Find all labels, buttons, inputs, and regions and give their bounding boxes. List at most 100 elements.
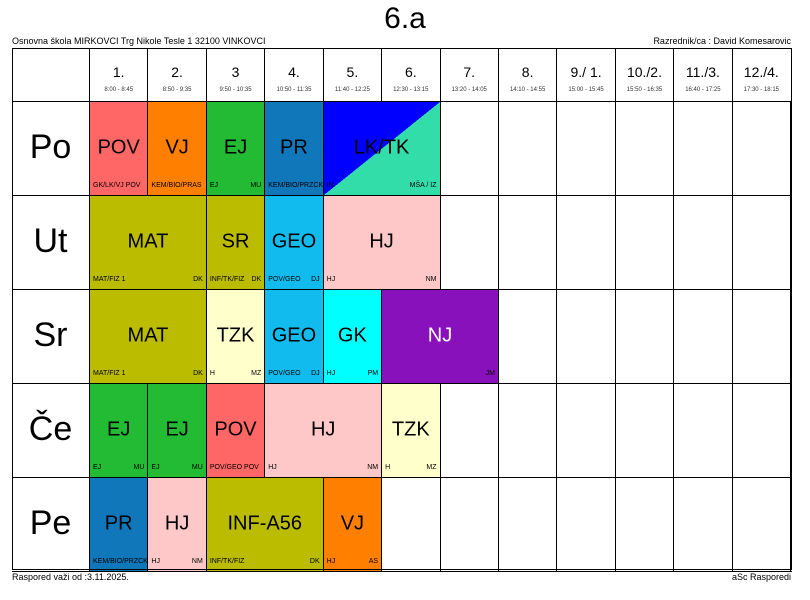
- lesson-cell[interactable]: SR INF/TK/FIZ DK: [205, 195, 266, 290]
- period-number: 1.: [112, 64, 125, 80]
- period-number: 12./4.: [743, 64, 779, 80]
- lesson-cell[interactable]: NJ JM: [381, 289, 499, 384]
- period-header: 10./2. 15:50 - 16:35: [614, 48, 673, 101]
- lesson-classroom: KEM/BIO/PRZCK: [268, 182, 324, 189]
- period-header: 8. 14:10 - 14:55: [497, 48, 556, 101]
- period-number: 2.: [171, 64, 183, 80]
- lesson-subject: LK/TK: [353, 135, 410, 158]
- period-number: 3: [231, 64, 240, 80]
- lesson-cell[interactable]: GEO POV/GEO DJ: [264, 195, 324, 290]
- period-header: 1. 8:00 - 8:45: [89, 48, 147, 101]
- lesson-subject: EJ: [223, 135, 248, 158]
- period-time: 17:30 - 18:15: [743, 87, 779, 93]
- lesson-subject: HJ: [310, 417, 336, 440]
- period-time: 11:40 - 12:25: [334, 87, 370, 93]
- period-number: 5.: [346, 64, 359, 80]
- lesson-teacher: MU: [133, 464, 145, 471]
- lesson-classroom: EJ: [93, 464, 102, 471]
- lesson-classroom: POV/GEO POV: [209, 464, 259, 471]
- lesson-cell[interactable]: MAT MAT/FIZ 1 DK: [89, 195, 207, 290]
- lesson-cell[interactable]: HJ HJ NM: [322, 195, 441, 290]
- lesson-subject: NJ: [427, 323, 453, 346]
- lesson-cell[interactable]: GK HJ PM: [322, 289, 383, 384]
- period-time: 16:40 - 17:25: [685, 87, 721, 93]
- lesson-classroom: HJ: [268, 464, 277, 471]
- period-number: 9./ 1.: [570, 64, 602, 80]
- lesson-subject: GEO: [271, 323, 317, 346]
- period-header: 5. 11:40 - 12:25: [322, 48, 381, 101]
- lesson-cell[interactable]: MAT MAT/FIZ 1 DK: [89, 289, 207, 384]
- lesson-classroom: POV/GEO: [268, 370, 301, 377]
- lesson-classroom: INF/TK/FIZ: [209, 558, 245, 565]
- period-header: 7. 13:20 - 14:05: [439, 48, 498, 101]
- lesson-classroom: INF/TK/FIZ: [209, 276, 245, 283]
- grid-line: [790, 101, 792, 571]
- grid-line: [556, 101, 558, 571]
- period-time: 8:00 - 8:45: [104, 87, 134, 93]
- lesson-teacher: NM: [367, 464, 379, 471]
- period-time: 9:50 - 10:35: [219, 87, 252, 93]
- lesson-subject: GEO: [271, 229, 317, 252]
- lesson-teacher: PM: [367, 370, 379, 377]
- lesson-cell[interactable]: POV GK/LK/VJ POV: [89, 101, 149, 196]
- lesson-subject: EJ: [165, 417, 189, 440]
- lesson-teacher: DK: [251, 276, 262, 283]
- period-time: 15:00 - 15:45: [568, 87, 604, 93]
- lesson-cell[interactable]: VJ HJ AS: [322, 477, 383, 572]
- lesson-subject: HJ: [369, 229, 394, 252]
- period-time: 15:50 - 16:35: [626, 87, 663, 93]
- lesson-subject: TZK: [216, 323, 255, 346]
- class-teacher: Razrednik/ca : David Komesarovic: [653, 36, 791, 46]
- lesson-classroom: HJ: [326, 558, 336, 565]
- lesson-cell[interactable]: LK/TK IN MŠA / IZ: [322, 101, 441, 196]
- lesson-teacher: AS: [368, 558, 379, 565]
- period-number: 11./3.: [685, 64, 720, 80]
- lesson-classroom: H: [385, 464, 391, 471]
- brand-label: aSc Rasporedi: [731, 572, 791, 582]
- lesson-classroom: KEM/BIO/PRAS: [151, 182, 202, 189]
- period-header: 2. 8:50 - 9:35: [147, 48, 205, 101]
- school-name: Osnovna škola MIRKOVCI Trg Nikole Tesle …: [12, 36, 266, 46]
- grid-line: [12, 571, 792, 572]
- period-number: 7.: [463, 64, 476, 80]
- lesson-cell[interactable]: TZK H MZ: [381, 383, 441, 478]
- day-label: Ut: [33, 222, 68, 260]
- lesson-cell[interactable]: TZK H MZ: [205, 289, 266, 384]
- period-header: 3 9:50 - 10:35: [205, 48, 264, 101]
- lesson-cell[interactable]: PR KEM/BIO/PRZCK: [89, 477, 149, 572]
- lesson-subject: VJ: [340, 511, 365, 534]
- lesson-teacher: MZ: [426, 464, 437, 471]
- lesson-cell[interactable]: HJ HJ NM: [147, 477, 207, 572]
- lesson-classroom: HJ: [151, 558, 160, 565]
- lesson-cell[interactable]: PR KEM/BIO/PRZCK: [264, 101, 324, 196]
- lesson-classroom: EJ: [209, 182, 218, 189]
- lesson-subject: PR: [104, 511, 133, 534]
- lesson-cell[interactable]: EJ EJ MU: [147, 383, 207, 478]
- lesson-classroom: EJ: [151, 464, 160, 471]
- lesson-teacher: MŠA / IZ: [409, 182, 437, 189]
- lesson-teacher: NM: [191, 558, 203, 565]
- lesson-subject: POV: [97, 135, 140, 158]
- lesson-classroom: MAT/FIZ 1: [93, 276, 126, 283]
- lesson-cell[interactable]: GEO POV/GEO DJ: [264, 289, 324, 384]
- period-time: 12:30 - 13:15: [393, 87, 429, 93]
- lesson-cell[interactable]: POV POV/GEO POV: [205, 383, 266, 478]
- period-header: 6. 12:30 - 13:15: [381, 48, 439, 101]
- lesson-teacher: DK: [193, 370, 203, 377]
- lesson-cell[interactable]: HJ HJ NM: [264, 383, 383, 478]
- period-number: 6.: [404, 64, 417, 80]
- grid-line: [614, 101, 616, 571]
- lesson-classroom: H: [209, 370, 215, 377]
- lesson-cell[interactable]: EJ EJ MU: [205, 101, 266, 196]
- lesson-classroom: HJ: [326, 370, 336, 377]
- lesson-teacher: DK: [309, 558, 320, 565]
- lesson-cell[interactable]: EJ EJ MU: [89, 383, 149, 478]
- lesson-cell[interactable]: INF-A56 INF/TK/FIZ DK: [205, 477, 324, 572]
- lesson-classroom: KEM/BIO/PRZCK: [93, 558, 148, 565]
- lesson-teacher: MZ: [251, 370, 262, 377]
- lesson-cell[interactable]: VJ KEM/BIO/PRAS: [147, 101, 207, 196]
- lesson-teacher: DJ: [311, 276, 320, 283]
- grid-line: [731, 101, 733, 571]
- period-header: 9./ 1. 15:00 - 15:45: [556, 48, 614, 101]
